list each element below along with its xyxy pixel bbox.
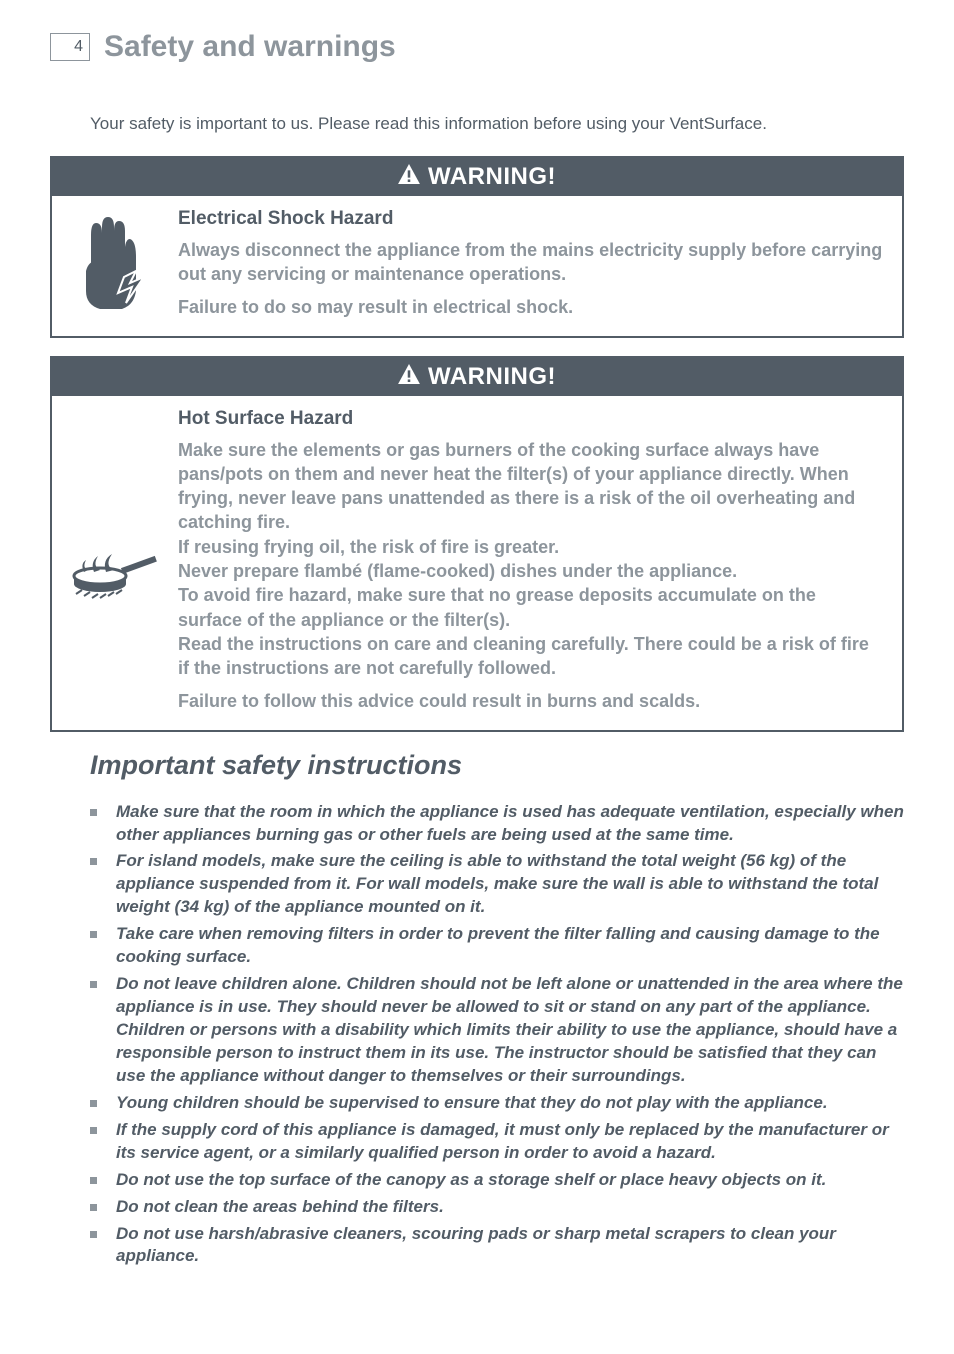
warning-block-electrical: WARNING! Electrical Shock Hazard Always … [50,156,904,338]
list-item: Do not use harsh/abrasive cleaners, scou… [90,1223,904,1269]
alert-icon [398,363,420,391]
warning-label: WARNING! [428,363,556,391]
list-item: Do not leave children alone. Children sh… [90,973,904,1088]
list-item: Do not clean the areas behind the filter… [90,1196,904,1219]
warning-header: WARNING! [52,158,902,196]
list-item: For island models, make sure the ceiling… [90,850,904,919]
page-number: 4 [74,38,83,56]
hazard-line: If reusing frying oil, the risk of fire … [178,535,884,559]
hazard-line: To avoid fire hazard, make sure that no … [178,583,884,632]
instructions-title: Important safety instructions [90,750,904,781]
warning-header: WARNING! [52,358,902,396]
warning-content: Electrical Shock Hazard Always disconnec… [178,208,884,318]
list-item: Make sure that the room in which the app… [90,801,904,847]
hazard-line: Read the instructions on care and cleani… [178,632,884,681]
hazard-line: Make sure the elements or gas burners of… [178,438,884,535]
warning-body: Electrical Shock Hazard Always disconnec… [52,196,902,336]
hot-surface-icon [64,408,164,712]
hazard-title: Electrical Shock Hazard [178,208,884,230]
hazard-failure: Failure to follow this advice could resu… [178,691,884,712]
page-header: 4 Safety and warnings [50,30,904,64]
shock-hazard-icon [64,208,164,318]
alert-icon [398,163,420,191]
hazard-title: Hot Surface Hazard [178,408,884,430]
intro-text: Your safety is important to us. Please r… [90,114,904,134]
list-item: Take care when removing filters in order… [90,923,904,969]
list-item: Do not use the top surface of the canopy… [90,1169,904,1192]
page-number-box: 4 [50,33,90,61]
list-item: If the supply cord of this appliance is … [90,1119,904,1165]
list-item: Young children should be supervised to e… [90,1092,904,1115]
safety-instructions-list: Make sure that the room in which the app… [50,801,904,1269]
warning-body: Hot Surface Hazard Make sure the element… [52,396,902,730]
hazard-line: Never prepare flambé (flame-cooked) dish… [178,559,884,583]
hazard-failure: Failure to do so may result in electrica… [178,297,884,318]
page-title: Safety and warnings [104,30,396,64]
hazard-line: Always disconnect the appliance from the… [178,238,884,287]
warning-block-hot-surface: WARNING! [50,356,904,732]
warning-content: Hot Surface Hazard Make sure the element… [178,408,884,712]
warning-label: WARNING! [428,163,556,191]
